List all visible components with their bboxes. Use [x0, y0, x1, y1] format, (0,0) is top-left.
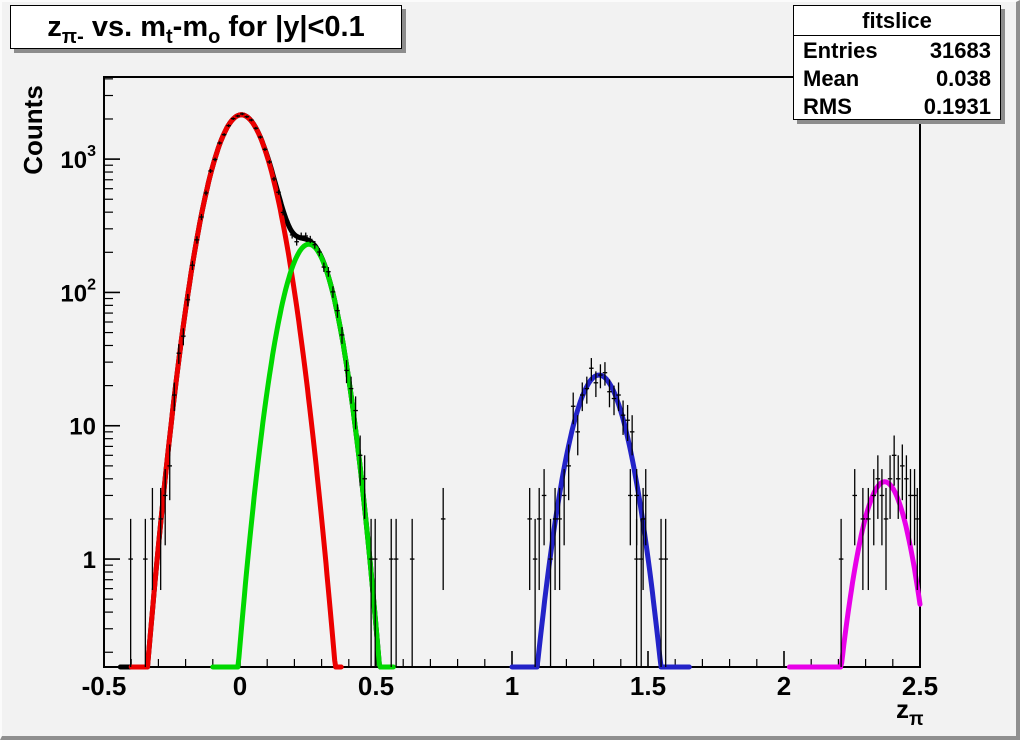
svg-text:2: 2 — [777, 671, 791, 701]
stats-label: RMS — [803, 94, 852, 119]
stats-row-rms: RMS 0.1931 — [794, 92, 1000, 120]
stats-box: fitslice Entries 31683 Mean 0.038 RMS 0.… — [793, 5, 1001, 120]
title-box: zπ- vs. mt-mo for |y|<0.1 — [10, 5, 402, 49]
stats-label: Mean — [803, 66, 860, 91]
svg-text:-0.5: -0.5 — [82, 671, 127, 701]
svg-text:1: 1 — [83, 547, 96, 574]
svg-text:0.5: 0.5 — [358, 671, 394, 701]
stats-row-entries: Entries 31683 — [794, 36, 1000, 64]
svg-text:Counts: Counts — [18, 85, 48, 175]
svg-text:zπ: zπ — [896, 694, 924, 730]
stats-label: Entries — [803, 38, 878, 63]
svg-text:1.5: 1.5 — [630, 671, 666, 701]
svg-text:1: 1 — [505, 671, 519, 701]
plot-title: zπ- vs. mt-mo for |y|<0.1 — [47, 10, 365, 48]
stats-title: fitslice — [794, 6, 1000, 36]
svg-text:10: 10 — [69, 414, 96, 441]
stats-value: 31683 — [929, 38, 991, 63]
svg-text:2.5: 2.5 — [902, 671, 938, 701]
svg-text:103: 103 — [60, 143, 96, 174]
stats-row-mean: Mean 0.038 — [794, 64, 1000, 92]
svg-text:102: 102 — [60, 276, 96, 307]
svg-text:0: 0 — [233, 671, 247, 701]
stats-value: 0.038 — [935, 66, 991, 91]
stats-value: 0.1931 — [923, 94, 991, 119]
